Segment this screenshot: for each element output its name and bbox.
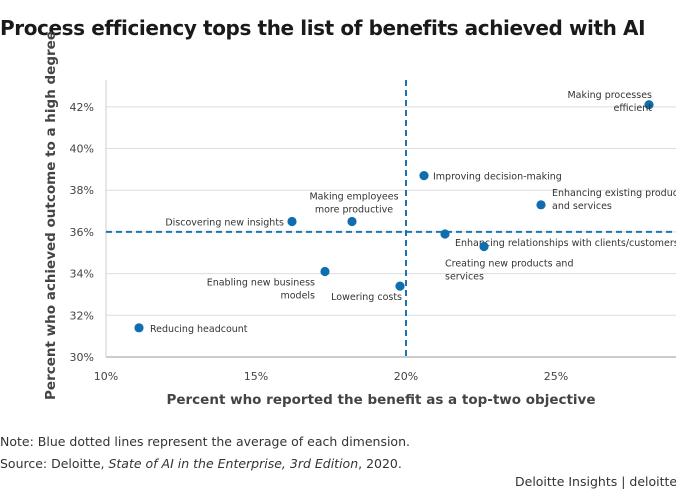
data-point [419, 171, 429, 181]
chart-note: Note: Blue dotted lines represent the av… [0, 434, 410, 449]
data-label: Creating new products and [445, 259, 573, 270]
scatter-chart: 30% 32% 34% 36% 38% 40% 42% 10% 15% 20% 25% Percent… [43, 31, 676, 408]
data-point [287, 216, 297, 227]
data-label: Making processes [567, 90, 652, 101]
y-tick-label: 38% [70, 184, 94, 197]
brand-credit: Deloitte Insights | deloitte.c [515, 474, 676, 489]
data-label: services [445, 272, 484, 283]
data-point [644, 100, 654, 110]
data-label: Enabling new business [207, 278, 315, 289]
data-point [395, 281, 405, 291]
y-tick-label: 30% [70, 351, 94, 364]
data-label: Improving decision-making [433, 172, 562, 183]
x-tick-label: 15% [244, 370, 268, 383]
y-tick-label: 42% [70, 101, 94, 114]
x-axis-title: Percent who reported the benefit as a to… [166, 392, 595, 408]
data-point [347, 216, 357, 227]
data-label: and services [552, 201, 612, 212]
y-axis-title: Percent who achieved outcome to a high d… [43, 31, 59, 400]
data-label: Making employees [309, 192, 398, 203]
data-label: Enhancing relationships with clients/cus… [455, 238, 676, 249]
data-label: Enhancing existing products [552, 188, 676, 199]
source-prefix: Source: Deloitte, [0, 456, 109, 471]
chart-title: Process efficiency tops the list of bene… [0, 16, 646, 40]
data-point [536, 200, 546, 210]
data-point [134, 323, 144, 333]
source-suffix: , 2020. [358, 456, 402, 471]
x-tick-label: 25% [544, 370, 568, 383]
data-label: Discovering new insights [165, 218, 284, 229]
y-tick-label: 32% [70, 309, 94, 322]
y-tick-label: 34% [70, 268, 94, 281]
data-point [440, 229, 450, 239]
source-publication: State of AI in the Enterprise, 3rd Editi… [108, 456, 359, 471]
data-label: Reducing headcount [150, 324, 248, 335]
x-tick-label: 10% [94, 370, 118, 383]
chart-source: Source: Deloitte, State of AI in the Ent… [0, 456, 402, 471]
data-label: more productive [315, 205, 393, 216]
data-label: efficient [614, 103, 653, 114]
data-label: Lowering costs [331, 292, 402, 303]
x-tick-label: 20% [394, 370, 418, 383]
data-point [320, 266, 330, 277]
y-tick-label: 36% [70, 226, 94, 239]
data-label: models [280, 291, 315, 302]
data-point [479, 241, 489, 252]
y-tick-label: 40% [70, 143, 94, 156]
